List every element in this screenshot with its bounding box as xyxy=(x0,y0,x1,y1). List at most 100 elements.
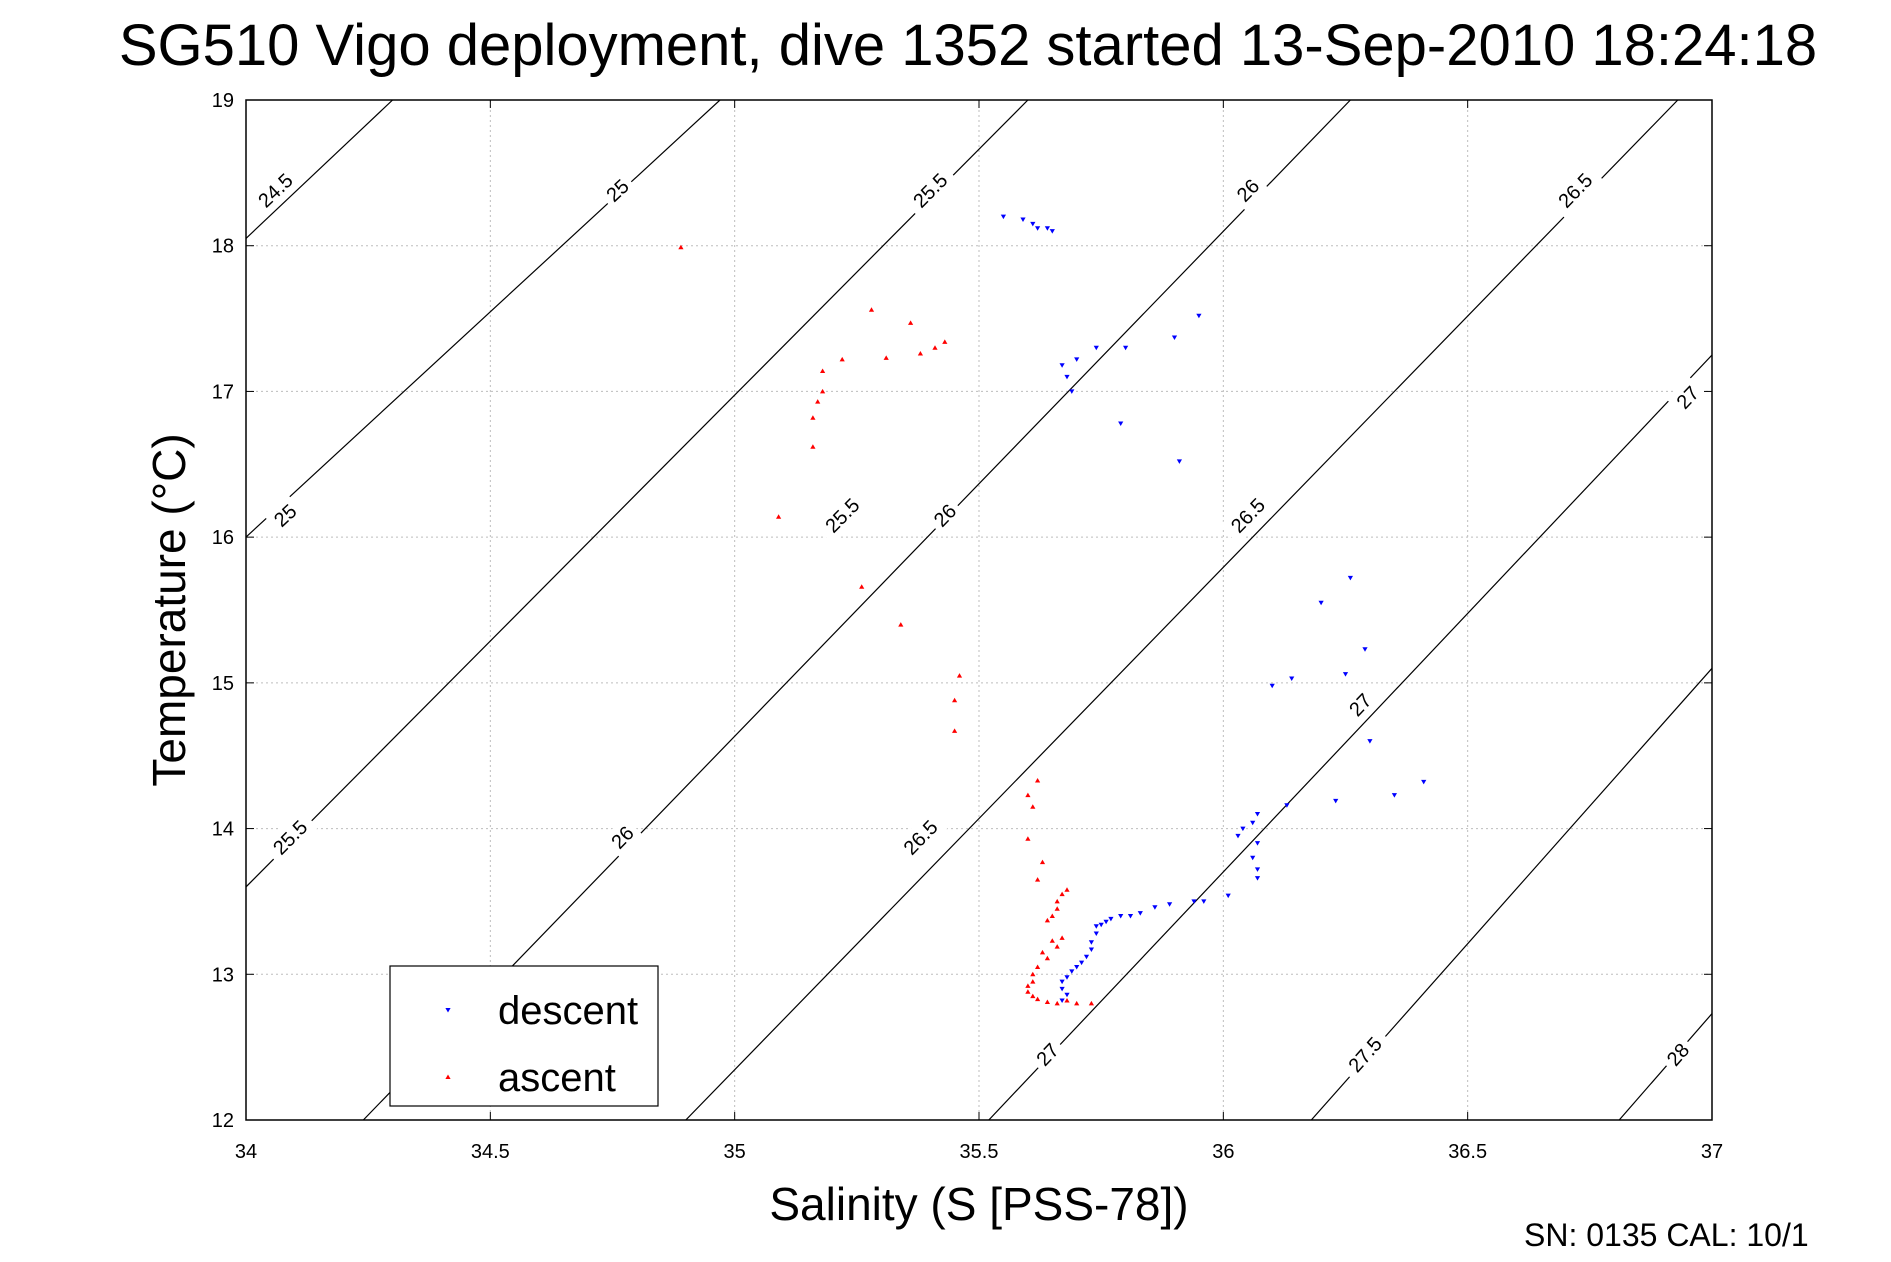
contour-label-group: 26 xyxy=(924,494,966,536)
contour-label-bg xyxy=(813,486,871,544)
x-tick-label: 37 xyxy=(1701,1141,1723,1163)
x-tick-label: 35 xyxy=(724,1141,746,1163)
contour-label-bg xyxy=(1339,684,1381,726)
y-tick-label: 16 xyxy=(212,527,234,549)
ascent-point xyxy=(1049,913,1055,918)
contour-line-27 xyxy=(988,354,1712,1120)
descent-point xyxy=(1250,820,1256,826)
descent-point xyxy=(1152,905,1158,910)
contour-label-group: 26.5 xyxy=(1547,161,1604,219)
descent-point xyxy=(1030,221,1036,227)
descent-point xyxy=(1269,683,1275,689)
contour-label-bg xyxy=(264,494,306,536)
ascent-point xyxy=(859,584,865,589)
ascent-point xyxy=(1054,898,1060,904)
ascent-point xyxy=(1030,971,1036,977)
descent-point xyxy=(1103,919,1109,925)
contour-label-group: 25.5 xyxy=(261,808,319,866)
contour-label-bg xyxy=(596,169,638,211)
y-tick-label: 15 xyxy=(212,673,234,695)
footer-serial-calibration: SN: 0135 CAL: 10/1 xyxy=(1524,1217,1809,1253)
ascent-point xyxy=(1059,891,1065,897)
descent-point xyxy=(1049,229,1055,234)
ascent-point xyxy=(1044,999,1050,1004)
legend-marker-ascent xyxy=(445,1074,451,1079)
ascent-point xyxy=(898,622,904,627)
contour-line-24-5 xyxy=(246,100,394,239)
contour-label-bg xyxy=(246,162,304,219)
descent-point xyxy=(1421,779,1427,785)
contour-label-group: 25 xyxy=(264,494,306,536)
descent-point xyxy=(1059,363,1065,368)
descent-point xyxy=(1079,960,1085,966)
y-tick-label: 18 xyxy=(212,236,234,258)
descent-point xyxy=(1093,345,1099,351)
x-tick-label: 36 xyxy=(1212,1141,1234,1163)
ascent-point xyxy=(1064,998,1070,1003)
legend-label-ascent: ascent xyxy=(498,1056,616,1100)
ascent-point xyxy=(1049,938,1055,943)
descent-point xyxy=(1318,600,1324,606)
ascent-point xyxy=(952,728,958,733)
descent-point xyxy=(1074,357,1080,362)
ascent-point xyxy=(932,345,938,350)
ascent-point xyxy=(942,339,948,344)
contour-label-bg xyxy=(892,808,949,866)
descent-point xyxy=(1059,998,1065,1003)
ascent-point xyxy=(1039,949,1046,955)
legend-label-descent: descent xyxy=(498,989,638,1033)
ascent-point xyxy=(952,697,958,703)
contour-label-group: 26.5 xyxy=(1219,486,1276,544)
ascent-point xyxy=(956,673,963,678)
ascent-point xyxy=(1030,804,1036,809)
ascent-point xyxy=(1035,996,1041,1002)
contour-label-group: 25.5 xyxy=(813,486,871,544)
descent-point xyxy=(1093,924,1099,929)
contour-label-bg xyxy=(1547,161,1604,219)
ascent-point xyxy=(1025,836,1031,841)
contour-label-group: 27.5 xyxy=(1337,1025,1393,1084)
legend: descent ascent xyxy=(389,965,659,1107)
ascent-point xyxy=(1025,989,1031,994)
contour-label-bg xyxy=(901,161,959,219)
descent-point xyxy=(1235,833,1241,839)
ascent-point xyxy=(1064,887,1070,892)
contour-label-bg xyxy=(1219,486,1276,544)
chart-title: SG510 Vigo deployment, dive 1352 started… xyxy=(119,13,1817,78)
descent-point xyxy=(1035,226,1041,231)
descent-point xyxy=(1069,389,1075,394)
legend-box xyxy=(389,965,659,1107)
y-tick-label: 17 xyxy=(212,381,234,403)
contour-label-bg xyxy=(1337,1025,1393,1084)
descent-point xyxy=(1167,902,1173,907)
legend-marker-descent xyxy=(445,1008,451,1013)
descent-point xyxy=(1118,914,1124,919)
descent-point xyxy=(1118,421,1124,426)
contour-line-26-5 xyxy=(685,100,1679,1120)
ascent-point xyxy=(776,514,782,519)
ascent-point xyxy=(1030,979,1036,984)
axis-ticks: 34 34.5 35 35.5 36 36.5 37 12 13 14 15 16 17 18 19 xyxy=(212,90,1723,1163)
descent-point xyxy=(1064,374,1070,380)
descent-point xyxy=(1074,965,1080,970)
descent-point xyxy=(1342,672,1349,677)
contour-label-bg xyxy=(261,808,319,866)
contour-label-bg xyxy=(924,494,966,536)
descent-point xyxy=(1201,899,1207,904)
ascent-point xyxy=(1025,792,1031,798)
descent-point xyxy=(1127,914,1134,919)
descent-point xyxy=(1362,647,1368,652)
contour-label-group: 25.5 xyxy=(901,161,959,219)
contour-label-bg xyxy=(1657,1033,1699,1076)
descent-point xyxy=(1254,867,1261,872)
ascent-point xyxy=(1044,955,1050,961)
y-tick-label: 13 xyxy=(212,964,234,986)
ascent-point xyxy=(868,307,875,312)
contour-label-bg xyxy=(1227,169,1269,211)
ascent-point xyxy=(810,444,816,449)
descent-point xyxy=(1000,214,1006,220)
contour-label-group: 27 xyxy=(1339,684,1381,726)
descent-point xyxy=(1108,916,1114,922)
descent-point xyxy=(1059,986,1065,992)
